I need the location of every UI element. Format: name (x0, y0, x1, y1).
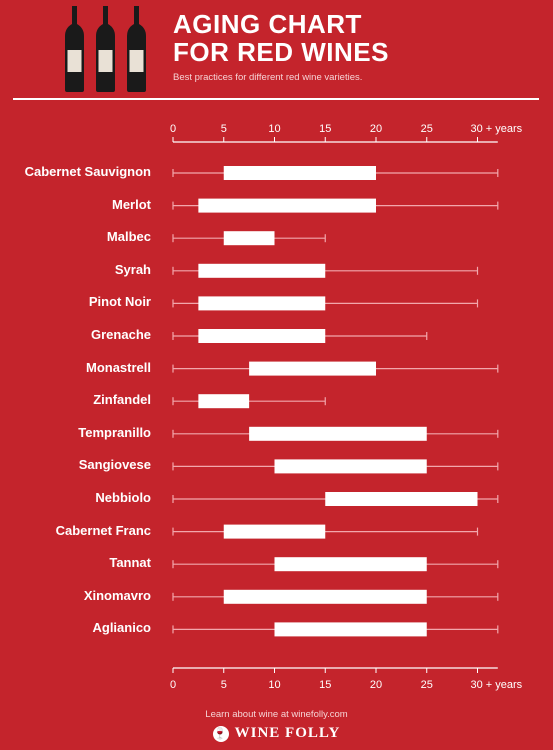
aging-range-bar (274, 557, 427, 572)
wine-label: Pinot Noir (88, 294, 151, 310)
top-axis-tick-label: 30 + years (470, 123, 523, 135)
header-divider (13, 98, 539, 100)
chart-subtitle: Best practices for different red wine va… (173, 72, 363, 83)
aging-range-bar (249, 361, 376, 376)
bottom-axis-tick-label: 10 (268, 679, 281, 691)
aging-range-bar (223, 589, 427, 604)
aging-range-bar (325, 492, 478, 506)
aging-range-bar (198, 198, 376, 213)
aging-range-bar (249, 426, 427, 441)
wine-label: Tannat (109, 555, 151, 571)
wine-label: Cabernet Sauvignon (24, 164, 151, 179)
bottom-axis-tick-label: 15 (319, 679, 332, 691)
wine-label: Sangiovese (78, 457, 151, 473)
aging-range-bar (223, 166, 376, 180)
bottom-axis-tick-label: 20 (369, 679, 383, 691)
wine-label: Zinfandel (93, 392, 151, 408)
wine-label: Cabernet Franc (55, 522, 151, 538)
wine-label: Nebbiolo (95, 490, 151, 505)
aging-range-bar (198, 394, 250, 409)
wine-label: Aglianico (92, 620, 151, 636)
wine-label: Merlot (112, 196, 151, 212)
aging-range-bar (198, 296, 326, 311)
top-axis-tick-label: 15 (319, 123, 332, 135)
aging-range-bar (198, 329, 326, 343)
wine-bottles-icon (65, 6, 146, 92)
bottom-axis-tick-label: 25 (420, 679, 433, 691)
wine-label: Malbec (106, 229, 151, 245)
brand-name: WINE FOLLY (234, 725, 341, 741)
top-axis-tick-label: 10 (268, 123, 281, 135)
wine-label: Tempranillo (78, 424, 151, 440)
aging-range-bar (198, 263, 326, 278)
wine-glass-logo-icon: 🍷 (212, 725, 229, 742)
wine-label: Xinomavro (83, 587, 151, 603)
top-axis-tick-label: 25 (420, 123, 433, 135)
chart-title: AGING CHART FOR RED WINES (173, 9, 389, 67)
wine-label: Grenache (91, 327, 151, 342)
aging-range-bar (274, 622, 427, 637)
aging-range-bar (274, 459, 427, 474)
top-axis-tick-label: 20 (369, 123, 383, 135)
top-axis-tick-label: 5 (220, 123, 227, 135)
aging-range-bar (223, 231, 275, 246)
bottom-axis-tick-label: 0 (169, 679, 177, 691)
wine-label: Syrah (114, 261, 151, 277)
footer-link-text: Learn about wine at winefolly.com (205, 709, 348, 720)
wine-label: Monastrell (85, 359, 151, 375)
top-axis-tick-label: 0 (169, 123, 177, 135)
bottom-axis-tick-label: 30 + years (470, 679, 523, 691)
brand: 🍷 WINE FOLLY (0, 725, 553, 742)
bottom-axis-tick-label: 5 (220, 679, 227, 691)
aging-range-bar (223, 524, 326, 539)
